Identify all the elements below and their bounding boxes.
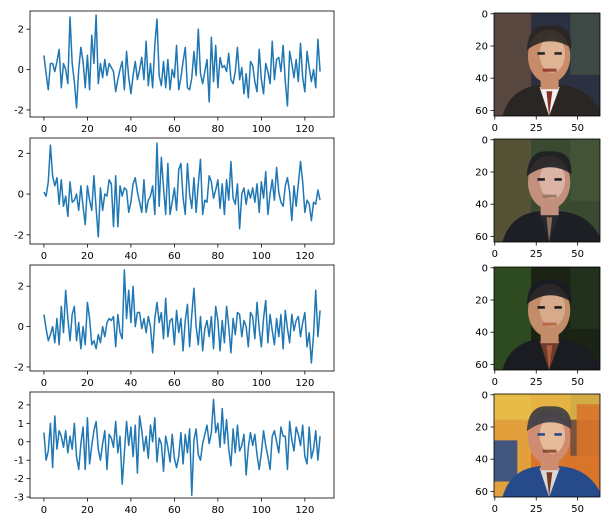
x-tick-label: 50 (571, 504, 584, 515)
x-tick-label: 20 (81, 251, 94, 262)
x-tick-label: 25 (530, 123, 543, 134)
x-tick-label: 20 (81, 378, 94, 389)
face-image (494, 267, 600, 370)
axes-frame (29, 391, 335, 499)
y-tick-label: -3 (14, 493, 24, 504)
y-tick-label: 2 (18, 25, 24, 36)
x-tick-label: 40 (125, 505, 138, 516)
y-tick-label: 2 (18, 282, 24, 293)
y-tick-label: 20 (475, 295, 488, 306)
y-tick-label: 0 (482, 9, 488, 20)
image-frame (493, 393, 601, 498)
x-tick-label: 80 (212, 378, 225, 389)
x-tick-label: 20 (81, 124, 94, 135)
x-tick-label: 0 (41, 251, 47, 262)
y-tick-label: -2 (14, 230, 24, 241)
image-panels: 0 25 50 0 20 40 60 0 25 50 0 20 40 60 0 25 50 0 20 40 60 0 25 5… (475, 9, 601, 515)
y-tick-label: 0 (18, 190, 24, 201)
x-tick-label: 80 (212, 251, 225, 262)
y-tick-label: -2 (14, 474, 24, 485)
y-tick-label: 0 (18, 65, 24, 76)
x-tick-label: 120 (295, 378, 314, 389)
x-tick-label: 25 (530, 249, 543, 260)
axes-frame (29, 264, 335, 372)
x-tick-label: 100 (252, 378, 271, 389)
image-frame (493, 138, 601, 243)
x-tick-label: 80 (212, 505, 225, 516)
y-tick-label: 60 (475, 232, 488, 243)
line-plot-3: 0 20 40 60 80 100 120 -2 0 2 (14, 264, 335, 389)
series-line (43, 269, 321, 364)
x-tick-label: 60 (168, 251, 181, 262)
x-tick-label: 40 (125, 251, 138, 262)
y-tick-label: 60 (475, 487, 488, 498)
x-tick-label: 120 (295, 505, 314, 516)
y-tick-label: 40 (475, 328, 488, 339)
y-tick-label: -2 (14, 105, 24, 116)
line-plot-1: 0 20 40 60 80 100 120 -2 0 2 (14, 10, 335, 135)
y-tick-label: 0 (482, 135, 488, 146)
x-tick-label: 60 (168, 124, 181, 135)
y-tick-label: -1 (14, 456, 24, 467)
x-tick-label: 120 (295, 251, 314, 262)
y-tick-label: 40 (475, 74, 488, 85)
face-image (494, 394, 600, 497)
y-tick-label: 0 (482, 390, 488, 401)
x-tick-label: 0 (41, 378, 47, 389)
generated-face-1: 0 25 50 0 20 40 60 (475, 9, 601, 134)
y-tick-label: 20 (475, 167, 488, 178)
y-tick-label: 1 (18, 419, 24, 430)
generated-face-4: 0 25 50 0 20 40 60 (475, 390, 601, 515)
generated-face-2: 0 25 50 0 20 40 60 (475, 135, 601, 260)
image-frame (493, 12, 601, 117)
line-plot-2: 0 20 40 60 80 100 120 -2 0 2 (14, 137, 335, 262)
x-tick-label: 60 (168, 505, 181, 516)
y-tick-label: 2 (18, 149, 24, 160)
y-tick-label: 0 (18, 322, 24, 333)
y-tick-label: -2 (14, 362, 24, 373)
y-tick-label: 0 (482, 263, 488, 274)
series-line (43, 14, 321, 109)
x-tick-label: 50 (571, 123, 584, 134)
series-line (43, 398, 321, 496)
x-tick-label: 80 (212, 124, 225, 135)
y-tick-label: 2 (18, 400, 24, 411)
axes-frame (29, 10, 335, 118)
y-tick-label: 40 (475, 200, 488, 211)
x-tick-label: 100 (252, 505, 271, 516)
x-tick-label: 25 (530, 377, 543, 388)
x-tick-label: 0 (492, 123, 498, 134)
face-image (494, 139, 600, 242)
x-tick-label: 40 (125, 378, 138, 389)
x-tick-label: 120 (295, 124, 314, 135)
x-tick-label: 0 (41, 505, 47, 516)
x-tick-label: 50 (571, 377, 584, 388)
x-tick-label: 0 (492, 504, 498, 515)
x-tick-label: 25 (530, 504, 543, 515)
x-tick-label: 0 (492, 249, 498, 260)
y-tick-label: 40 (475, 455, 488, 466)
face-image (494, 13, 600, 116)
x-tick-label: 0 (492, 377, 498, 388)
line-plot-4: 0 20 40 60 80 100 120 -3 -2 -1 0 1 2 (14, 391, 335, 516)
y-tick-label: 0 (18, 437, 24, 448)
generated-face-3: 0 25 50 0 20 40 60 (475, 263, 601, 388)
y-tick-label: 20 (475, 41, 488, 52)
y-tick-label: 20 (475, 422, 488, 433)
y-tick-label: 60 (475, 360, 488, 371)
y-tick-label: 60 (475, 106, 488, 117)
x-tick-label: 20 (81, 505, 94, 516)
x-tick-label: 40 (125, 124, 138, 135)
series-line (43, 142, 321, 238)
x-tick-label: 60 (168, 378, 181, 389)
x-tick-label: 0 (41, 124, 47, 135)
x-tick-label: 100 (252, 124, 271, 135)
x-tick-label: 100 (252, 251, 271, 262)
axes-frame (29, 137, 335, 245)
x-tick-label: 50 (571, 249, 584, 260)
image-frame (493, 266, 601, 371)
